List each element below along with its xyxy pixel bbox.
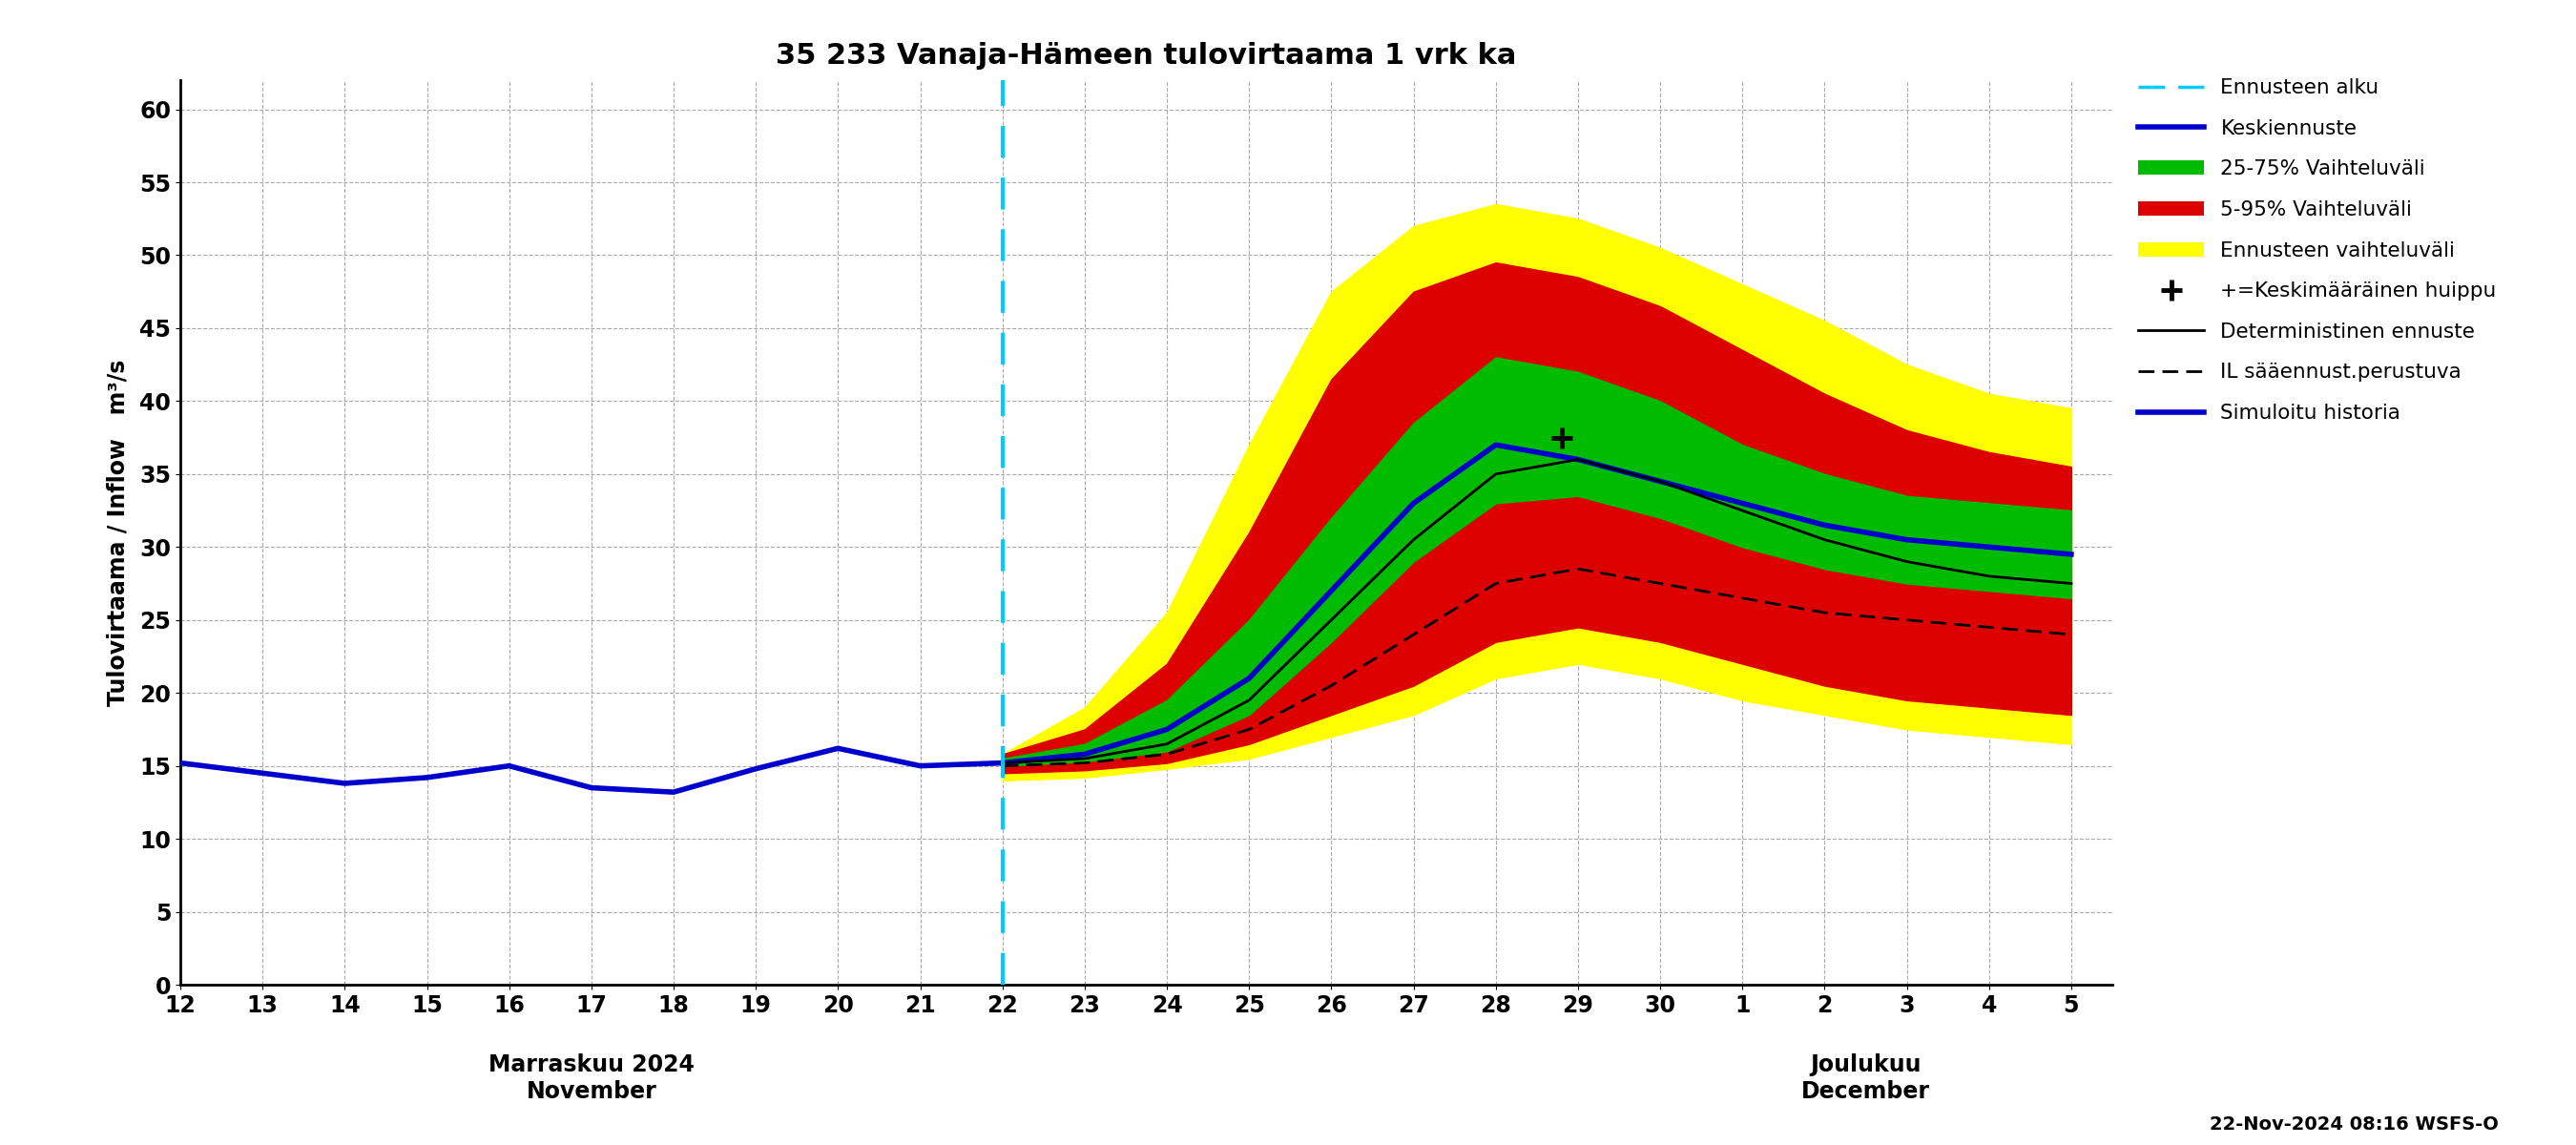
Title: 35 233 Vanaja-Hämeen tulovirtaama 1 vrk ka: 35 233 Vanaja-Hämeen tulovirtaama 1 vrk … (775, 42, 1517, 70)
Text: Joulukuu
December: Joulukuu December (1801, 1053, 1929, 1103)
Y-axis label: Tulovirtaama / Inflow   m³/s: Tulovirtaama / Inflow m³/s (106, 360, 129, 705)
Legend: Ennusteen alku, Keskiennuste, 25-75% Vaihteluväli, 5-95% Vaihteluväli, Ennusteen: Ennusteen alku, Keskiennuste, 25-75% Vai… (2133, 72, 2504, 429)
Text: Marraskuu 2024
November: Marraskuu 2024 November (489, 1053, 696, 1103)
Text: 22-Nov-2024 08:16 WSFS-O: 22-Nov-2024 08:16 WSFS-O (2210, 1115, 2499, 1134)
